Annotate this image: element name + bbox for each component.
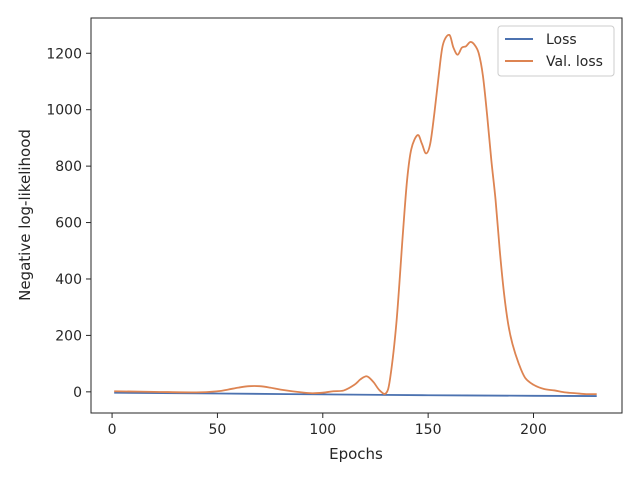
legend-entry-val-loss: Val. loss [546, 54, 603, 70]
y-tick-label: 400 [55, 272, 82, 288]
x-axis-label: Epochs [329, 445, 383, 463]
x-tick-label: 150 [415, 422, 442, 438]
x-tick-label: 100 [309, 422, 336, 438]
y-tick-label: 800 [55, 159, 82, 175]
x-axis: 0 50 100 150 200 [108, 413, 547, 438]
y-tick-label: 1000 [46, 103, 82, 119]
plot-frame [90, 17, 623, 414]
y-axis: 0 200 400 600 800 1000 1200 [46, 46, 91, 401]
y-tick-label: 0 [73, 385, 82, 401]
legend-entry-loss: Loss [546, 32, 577, 48]
series-line-val-loss [114, 34, 597, 396]
series-layer [114, 34, 597, 397]
x-tick-label: 50 [209, 422, 227, 438]
x-tick-label: 0 [108, 422, 117, 438]
y-axis-label: Negative log-likelihood [16, 129, 34, 301]
y-tick-label: 600 [55, 216, 82, 232]
legend: Loss Val. loss [497, 25, 615, 77]
x-tick-label: 200 [520, 422, 547, 438]
y-tick-label: 200 [55, 328, 82, 344]
y-tick-label: 1200 [46, 46, 82, 62]
series-line-loss [114, 391, 597, 397]
